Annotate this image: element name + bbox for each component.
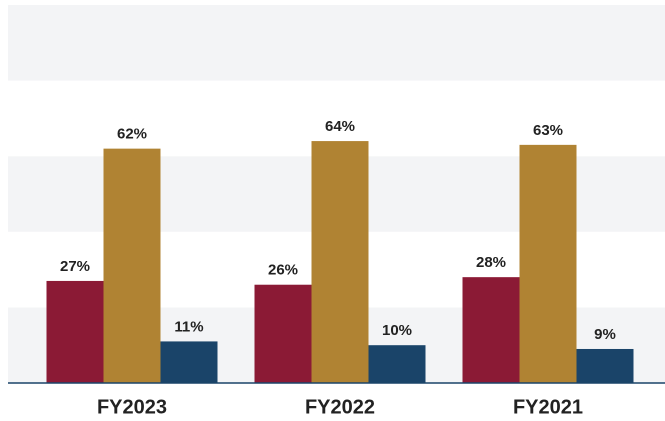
bar: [368, 345, 426, 383]
bar: [462, 277, 520, 383]
value-label: 62%: [117, 126, 147, 143]
bar: [519, 144, 577, 383]
bar: [576, 348, 634, 383]
value-label: 28%: [476, 254, 506, 271]
value-label: 11%: [174, 318, 203, 335]
x-tick-label: FY2022: [305, 396, 375, 418]
value-label: 27%: [60, 258, 90, 275]
x-tick-label: FY2023: [97, 396, 167, 418]
grid-band: [8, 5, 665, 81]
value-label: 9%: [594, 326, 616, 343]
bar: [46, 280, 104, 383]
value-label: 64%: [325, 118, 355, 135]
value-label: 63%: [533, 122, 563, 139]
bar: [254, 284, 312, 383]
value-label: 26%: [268, 262, 298, 279]
bar: [160, 341, 218, 383]
bar: [103, 148, 161, 383]
bar: [311, 141, 369, 383]
x-tick-label: FY2021: [513, 396, 583, 418]
value-label: 10%: [382, 322, 412, 339]
